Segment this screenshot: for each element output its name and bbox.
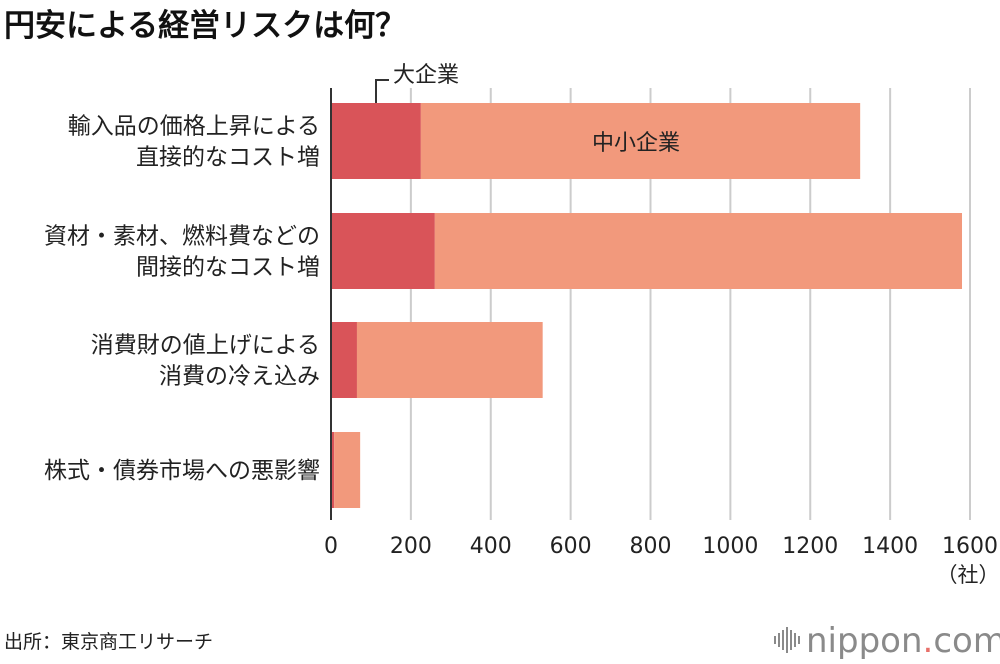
logo-tail-text: com (933, 621, 1000, 661)
bar-small-2 (356, 322, 543, 398)
tick-label-1600: 1600 (942, 534, 998, 559)
bars (331, 103, 963, 508)
tick-label-1200: 1200 (782, 534, 838, 559)
bar-large-1 (331, 213, 435, 289)
category-label-1-0: 資材・素材、燃料費などの (44, 224, 320, 250)
logo-wordmark: nippon.com (806, 621, 1000, 661)
large-company-leader-line (375, 79, 389, 103)
category-label-0-1: 直接的なコスト増 (136, 145, 320, 171)
tick-labels: 0 200 400 600 800 1000 1200 1400 1600 （社） (324, 534, 1000, 587)
series-label-large: 大企業 (393, 63, 459, 88)
category-label-2-0: 消費財の値上げによる (91, 333, 320, 359)
tick-label-1000: 1000 (702, 534, 758, 559)
category-label-0-0: 輸入品の価格上昇による (68, 114, 320, 140)
x-unit-label: （社） (937, 563, 1000, 587)
bar-small-0 (420, 103, 861, 179)
tick-label-1400: 1400 (862, 534, 918, 559)
bar-large-2 (331, 322, 357, 398)
nippon-logo: nippon.com (774, 621, 1000, 661)
bar-large-3 (331, 432, 335, 508)
bar-small-1 (434, 213, 963, 289)
series-label-small: 中小企業 (592, 131, 680, 156)
tick-label-200: 200 (390, 534, 432, 559)
tick-label-600: 600 (550, 534, 592, 559)
logo-wave-icon (774, 627, 800, 653)
tick-label-400: 400 (470, 534, 512, 559)
category-label-1-1: 間接的なコスト増 (136, 255, 320, 281)
bar-large-0 (331, 103, 421, 179)
category-labels: 輸入品の価格上昇による直接的なコスト増資材・素材、燃料費などの間接的なコスト増消… (44, 114, 320, 485)
source-note: 出所：東京商工リサーチ (4, 631, 213, 653)
tick-label-0: 0 (324, 534, 338, 559)
logo-main-text: nippon (806, 621, 923, 661)
chart-title: 円安による経営リスクは何？ (4, 8, 406, 44)
logo-dot-text: . (923, 621, 934, 661)
category-label-3-0: 株式・債券市場への悪影響 (44, 458, 320, 484)
tick-label-800: 800 (630, 534, 672, 559)
category-label-2-1: 消費の冷え込み (159, 364, 320, 390)
bar-small-3 (334, 432, 361, 508)
